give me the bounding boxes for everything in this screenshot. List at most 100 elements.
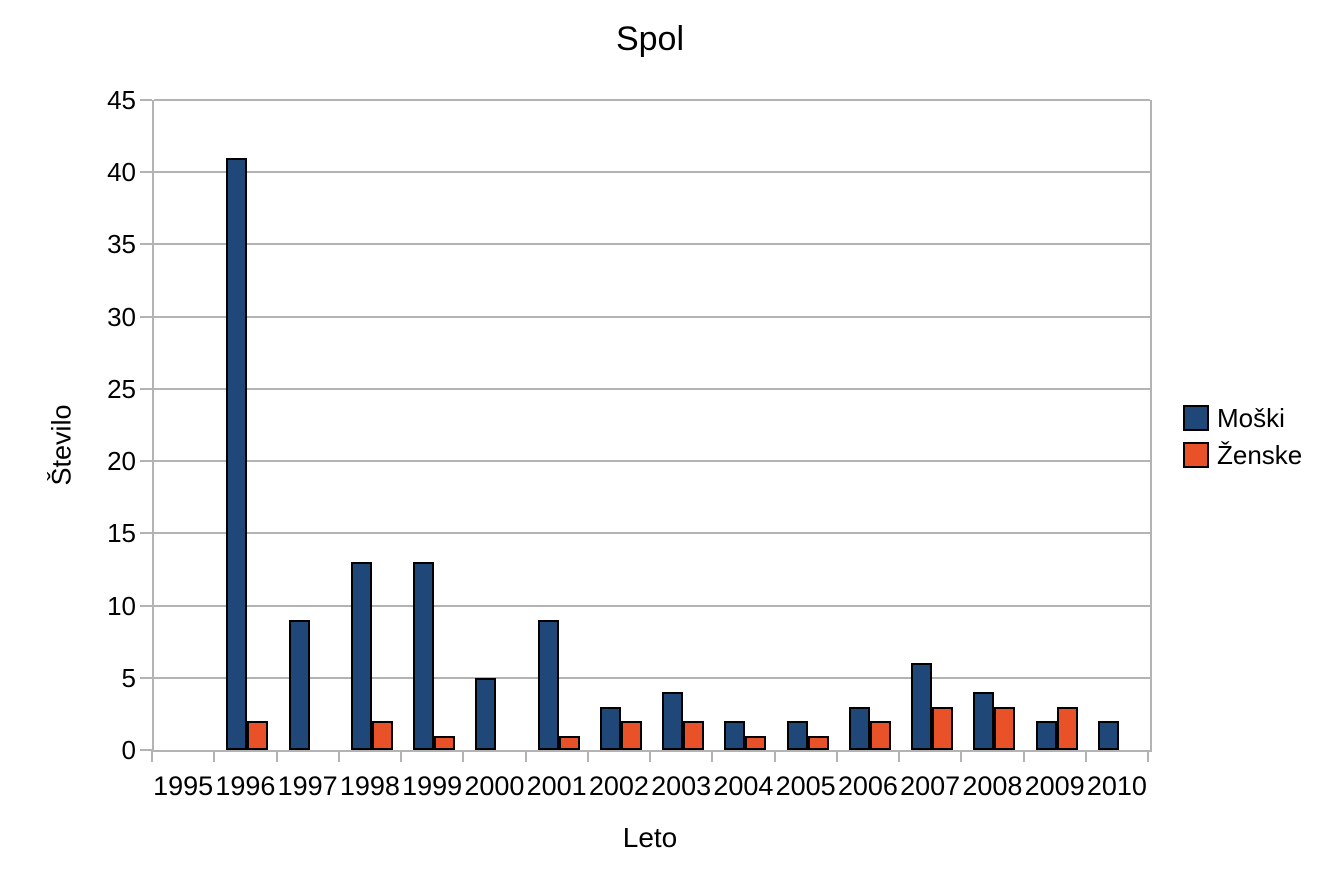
x-tick-label-2003: 2003 (651, 771, 712, 801)
x-tick-4 (400, 750, 402, 762)
y-tick-10 (140, 604, 152, 607)
x-tick-label-1999: 1999 (402, 771, 463, 801)
x-tick-16 (1147, 750, 1149, 762)
y-tick-label-45: 45 (107, 85, 136, 115)
y-tick-label-0: 0 (121, 735, 136, 765)
gridline-10 (154, 604, 1150, 607)
bar-enske-2003 (683, 721, 705, 750)
bar-enske-1999 (434, 735, 456, 750)
x-tick-label-2001: 2001 (526, 771, 587, 801)
legend: Moški Ženske (1183, 404, 1302, 478)
bar-moki-1996 (226, 157, 248, 750)
y-tick-45 (140, 99, 152, 101)
bar-moki-2003 (662, 692, 684, 750)
x-tick-label-2004: 2004 (713, 771, 774, 801)
gridline-5 (154, 676, 1150, 679)
y-tick-label-35: 35 (107, 229, 136, 260)
x-tick-1 (213, 750, 216, 762)
bar-moki-1998 (350, 562, 372, 750)
gridline-25 (154, 387, 1150, 390)
bar-enske-2004 (745, 735, 767, 750)
bar-moki-2001 (537, 620, 559, 750)
x-tick-3 (337, 750, 340, 762)
y-tick-40 (140, 171, 152, 174)
bar-moki-2009 (1035, 721, 1057, 750)
bar-moki-2004 (724, 721, 746, 750)
x-tick-label-2000: 2000 (464, 771, 525, 801)
bar-moki-2005 (786, 721, 808, 750)
legend-item-enske: Ženske (1183, 441, 1302, 469)
x-tick-8 (649, 750, 651, 762)
x-tick-label-1996: 1996 (215, 771, 276, 801)
x-tick-9 (711, 750, 714, 762)
x-tick-13 (960, 750, 963, 762)
bar-enske-2006 (869, 721, 891, 750)
bar-moki-2007 (911, 663, 933, 750)
x-tick-5 (462, 750, 465, 762)
x-tick-7 (586, 750, 589, 762)
x-tick-label-1995: 1995 (153, 771, 214, 801)
legend-swatch-enske (1183, 442, 1209, 468)
x-tick-label-2007: 2007 (900, 771, 961, 801)
legend-swatch-moki (1183, 405, 1209, 431)
y-tick-label-10: 10 (107, 590, 136, 621)
y-tick-label-30: 30 (107, 301, 136, 332)
y-tick-5 (140, 676, 152, 679)
bar-enske-1996 (247, 721, 269, 750)
bar-moki-1997 (288, 620, 310, 750)
x-axis-title: Leto (622, 822, 678, 853)
gridline-15 (154, 532, 1150, 535)
legend-item-moki: Moški (1183, 404, 1302, 432)
gridline-20 (154, 460, 1150, 463)
x-tick-label-2006: 2006 (837, 771, 898, 801)
bar-moki-2010 (1097, 721, 1119, 750)
gridline-35 (154, 243, 1150, 246)
y-tick-label-20: 20 (107, 446, 136, 477)
legend-label-moki: Moški (1217, 403, 1285, 433)
y-tick-label-15: 15 (107, 518, 136, 549)
x-tick-10 (773, 750, 776, 762)
bar-enske-2002 (620, 721, 642, 750)
bar-enske-1998 (371, 721, 393, 750)
legend-label-enske: Ženske (1217, 440, 1303, 470)
x-tick-label-1998: 1998 (339, 771, 400, 801)
plot-area (152, 99, 1152, 752)
x-tick-12 (898, 750, 900, 762)
y-tick-label-5: 5 (121, 662, 136, 693)
x-tick-11 (835, 750, 838, 762)
y-tick-30 (140, 315, 152, 318)
gridline-40 (154, 171, 1150, 174)
x-tick-0 (151, 750, 153, 762)
y-tick-label-40: 40 (107, 157, 136, 188)
x-tick-label-2009: 2009 (1024, 771, 1085, 801)
chart-title: Spol (615, 20, 685, 58)
y-tick-0 (140, 749, 152, 751)
bar-enske-2001 (558, 735, 580, 750)
x-tick-2 (275, 750, 278, 762)
y-tick-25 (140, 387, 152, 390)
bar-moki-2002 (599, 706, 621, 750)
bar-moki-2000 (475, 677, 497, 750)
bar-moki-2008 (973, 692, 995, 750)
bar-moki-1999 (413, 562, 435, 750)
y-tick-35 (140, 243, 152, 246)
bar-enske-2007 (932, 706, 954, 750)
bar-enske-2009 (1056, 706, 1078, 750)
gridline-30 (154, 315, 1150, 318)
x-tick-label-2008: 2008 (962, 771, 1023, 801)
x-tick-label-2002: 2002 (588, 771, 649, 801)
bar-moki-2006 (848, 706, 870, 750)
x-tick-14 (1022, 750, 1025, 762)
y-tick-15 (140, 532, 152, 535)
bar-enske-2008 (994, 706, 1016, 750)
x-tick-label-2010: 2010 (1086, 771, 1147, 801)
x-tick-label-2005: 2005 (775, 771, 836, 801)
y-tick-label-25: 25 (107, 373, 136, 404)
gridline-45 (154, 99, 1150, 101)
x-tick-15 (1084, 750, 1087, 762)
x-tick-label-1997: 1997 (277, 771, 338, 801)
y-tick-20 (140, 460, 152, 463)
bar-enske-2005 (807, 735, 829, 750)
x-tick-6 (524, 750, 527, 762)
